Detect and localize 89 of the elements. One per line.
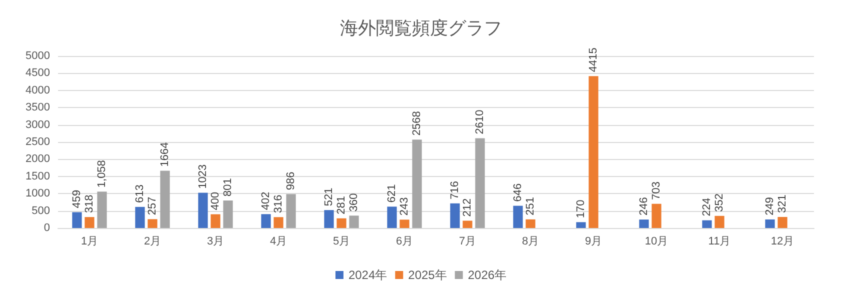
x-tick-label: 1月 [80,236,98,248]
bar [714,216,724,228]
chart-title: 海外閲覧頻度グラフ [340,18,502,38]
data-label: 613 [134,184,146,203]
data-label: 4415 [588,48,600,72]
data-label: 1664 [159,142,172,167]
data-label: 318 [84,194,96,214]
bar [97,192,107,228]
bar [526,219,536,228]
legend-label: 2025年 [408,268,447,282]
data-label: 621 [386,184,398,203]
data-label: 2568 [411,111,424,136]
legend-label: 2024年 [348,268,388,282]
data-label: 1,058 [96,160,108,188]
bar [576,222,586,228]
data-label: 716 [448,181,461,200]
bar [450,203,460,228]
bar [400,220,410,228]
bar [652,204,662,228]
bar [513,206,523,228]
bar [412,140,422,228]
data-label: 459 [70,190,83,208]
bar [639,220,649,228]
x-tick-label: 3月 [206,236,224,248]
y-tick-label: 1500 [26,170,50,182]
bar [349,216,359,228]
data-label: 801 [222,178,234,196]
data-label: 224 [700,198,713,216]
bar [160,170,170,228]
bar [324,210,334,228]
data-label: 316 [272,194,284,214]
data-label: 243 [398,197,410,216]
data-label: 251 [524,197,536,216]
x-tick-label: 6月 [396,236,414,248]
data-label: 321 [776,194,788,213]
data-label: 703 [650,181,662,200]
bar [336,218,346,228]
data-label: 352 [714,194,726,212]
y-tick-label: 5000 [26,50,50,62]
data-label: 246 [638,197,650,216]
bar [198,192,208,228]
data-label: 249 [764,197,776,216]
legend-label: 2026年 [468,268,507,282]
bar [72,212,82,228]
data-label: 360 [348,193,360,212]
bar [135,206,145,228]
x-tick-label: 4月 [270,236,288,248]
x-tick-label: 2月 [144,236,162,248]
y-tick-label: 3500 [26,102,50,114]
x-tick-label: 9月 [584,236,602,248]
bar [387,206,397,228]
bar [765,219,775,228]
bar [261,214,271,228]
data-label: 646 [512,183,524,202]
bar [462,220,472,228]
data-label: 212 [462,198,474,217]
data-label: 1023 [196,164,209,189]
bar [588,76,598,228]
y-tick-label: 4000 [26,84,50,96]
x-tick-label: 10月 [644,236,668,248]
bar [702,220,712,228]
y-tick-label: 4500 [26,67,50,80]
data-label: 986 [285,172,298,190]
y-tick-label: 500 [32,204,50,217]
bar [274,217,284,228]
bar [475,138,485,228]
y-tick-label: 2500 [26,136,50,148]
data-label: 521 [322,188,335,206]
bar [778,216,788,228]
data-label: 2610 [474,110,486,134]
bar [286,194,296,228]
y-tick-label: 2000 [26,153,50,166]
data-label: 400 [210,192,222,210]
x-tick-label: 8月 [522,236,540,248]
data-label: 170 [574,200,587,218]
data-label: 257 [146,196,158,216]
bar [148,219,158,228]
bar [210,214,220,228]
x-tick-label: 11月 [708,236,731,248]
y-tick-label: 3000 [26,118,50,131]
bar [84,217,94,228]
data-label: 281 [336,196,348,214]
data-label: 402 [260,192,272,210]
x-tick-label: 5月 [332,236,350,248]
y-tick-label: 1000 [26,188,50,200]
bar [223,200,233,228]
x-tick-label: 7月 [458,236,476,248]
y-tick-label: 0 [44,222,50,234]
x-tick-label: 12月 [770,236,794,248]
